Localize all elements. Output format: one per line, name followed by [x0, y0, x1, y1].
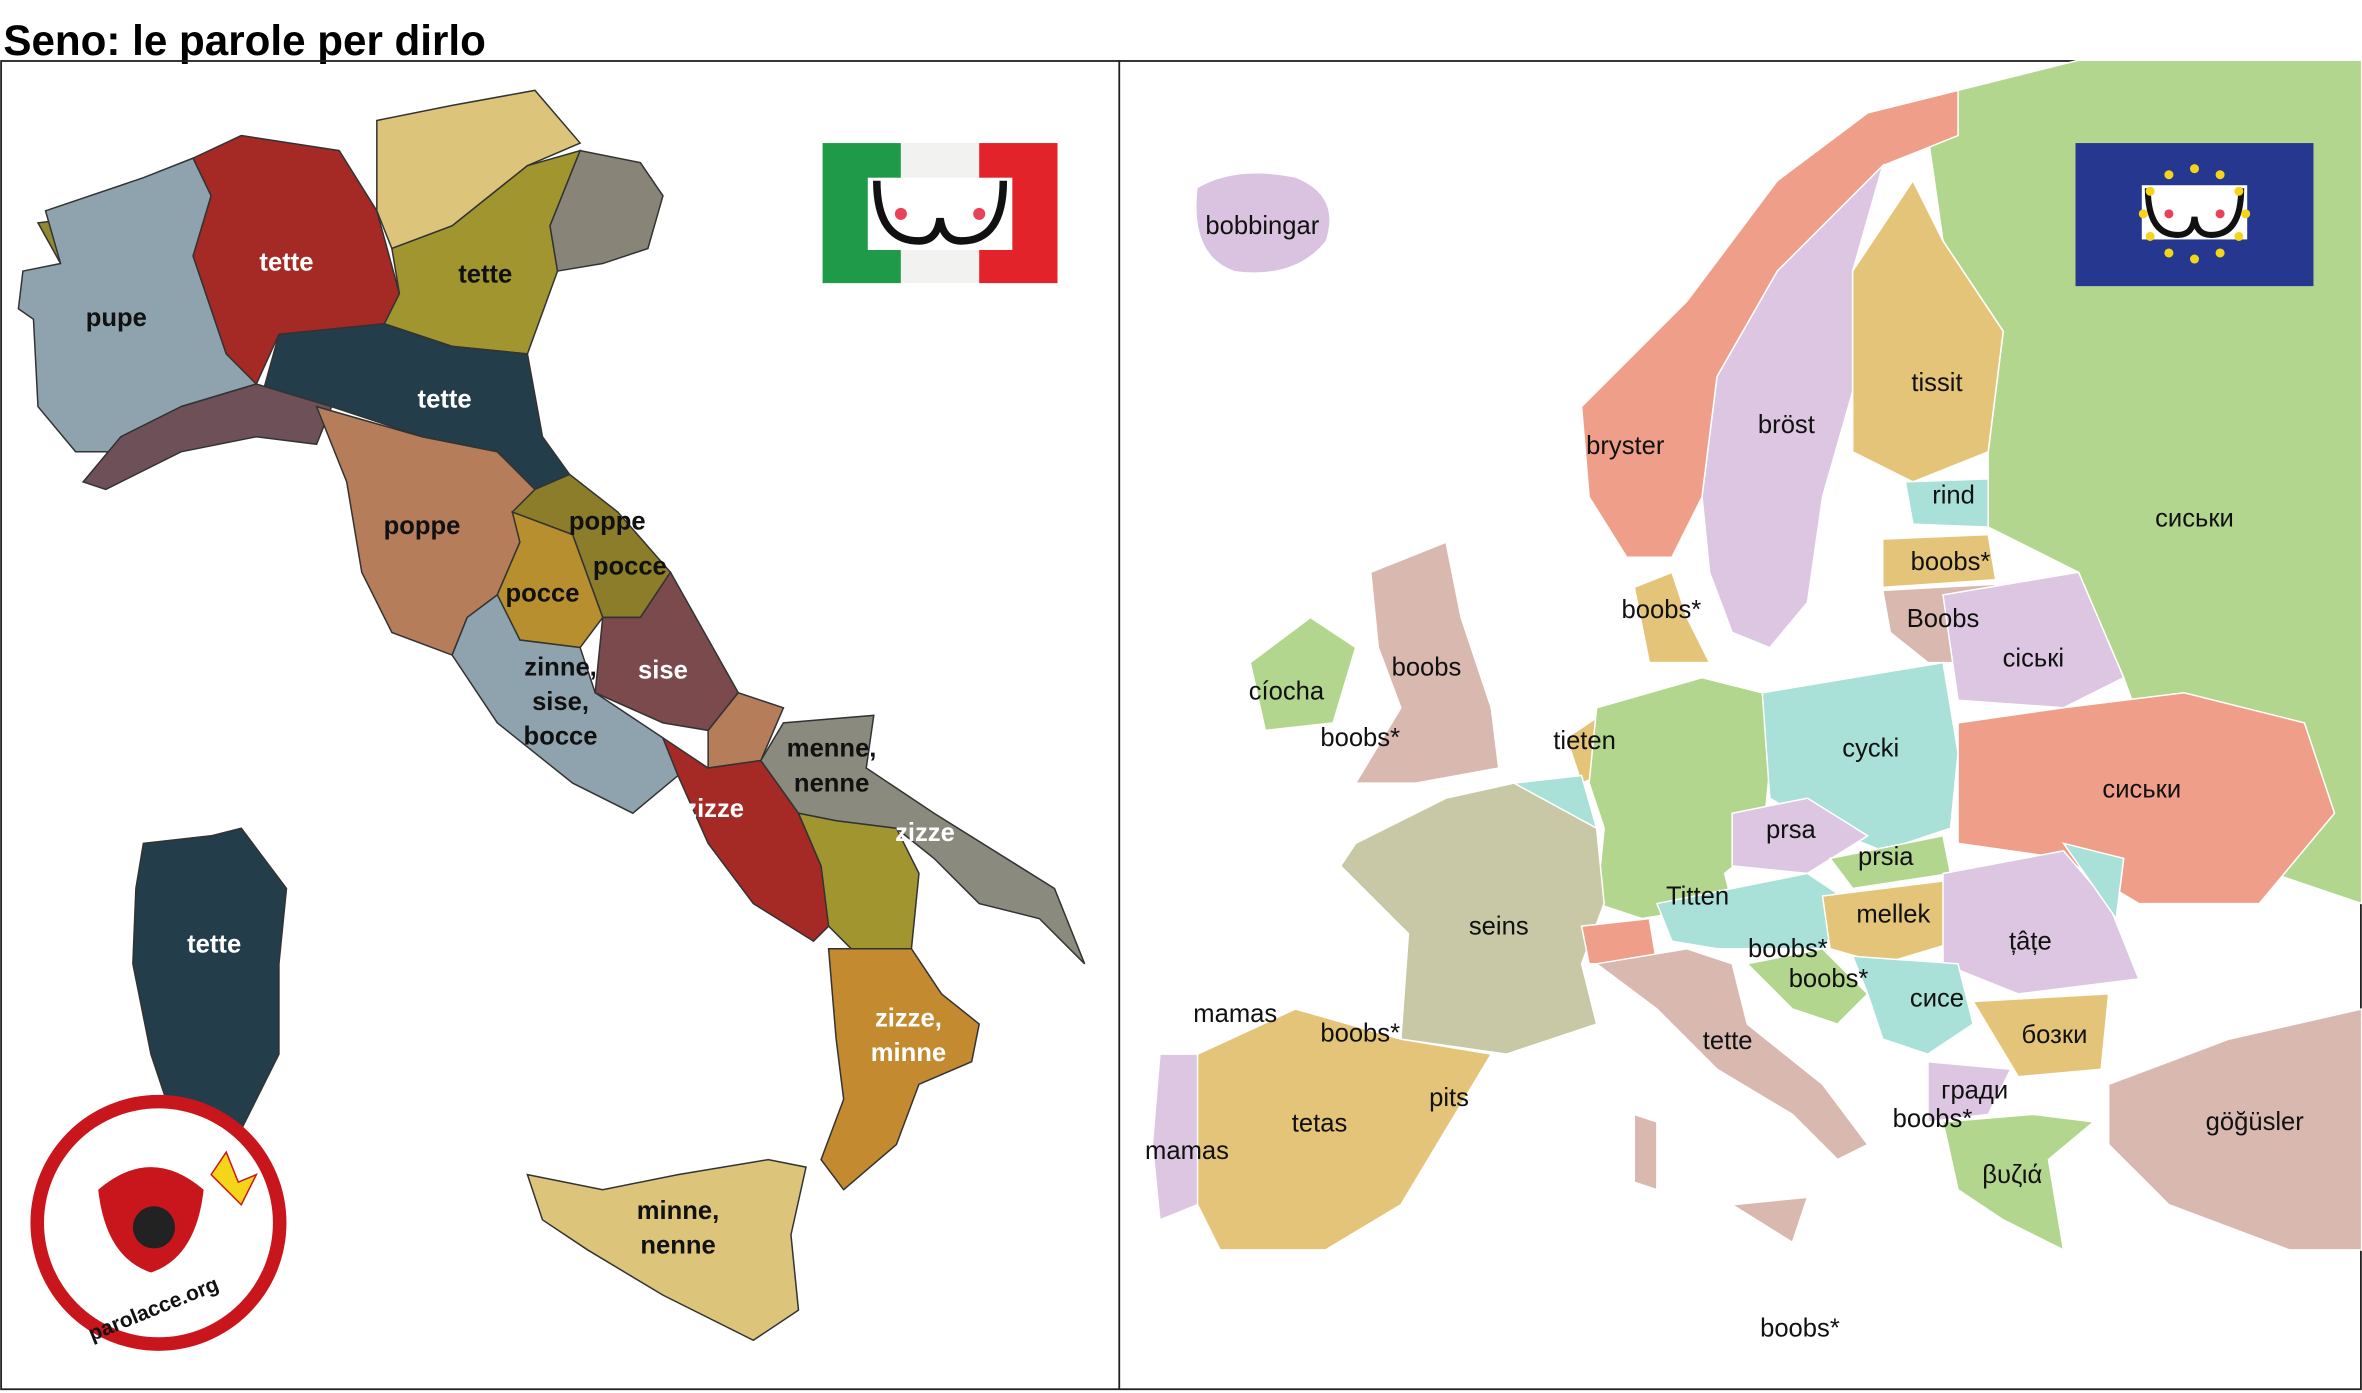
region-label: tette	[418, 385, 472, 413]
country-label: сиськи	[2102, 775, 2181, 803]
eu-star	[2215, 248, 2225, 258]
region-label: pupe	[86, 304, 147, 332]
eu-star	[2164, 248, 2174, 258]
country-label: mellek	[1856, 900, 1930, 928]
eu-star	[2145, 231, 2155, 241]
country-label: boobs*	[1622, 596, 1702, 624]
eu-star	[2215, 170, 2225, 180]
country-label: prsa	[1766, 816, 1817, 844]
region-label: poppe	[569, 507, 646, 535]
country-label: Titten	[1666, 882, 1729, 910]
country-label: Boobs	[1907, 605, 1980, 633]
country-label: boobs*	[1320, 724, 1400, 752]
logo: parolacce.org	[30, 1094, 287, 1351]
region-label: sise,	[532, 688, 589, 716]
country-label: boobs*	[1789, 965, 1869, 993]
country-label: pits	[1429, 1084, 1469, 1112]
country-label: tissit	[1911, 369, 1962, 397]
country-label: cycki	[1842, 735, 1899, 763]
country-label: tette	[1703, 1027, 1753, 1055]
italy-map	[17, 89, 1086, 1342]
country-label: boobs*	[1760, 1315, 1840, 1343]
country-label: tieten	[1553, 727, 1616, 755]
eu-star	[2189, 164, 2200, 174]
region-label: zinne,	[524, 653, 597, 681]
eu-star	[2145, 186, 2155, 196]
region-label: zizze	[895, 819, 955, 847]
country-label: mamas	[1193, 1000, 1277, 1028]
region-label: tette	[259, 248, 313, 276]
region-label: minne,	[637, 1197, 719, 1225]
country-label: сиськи	[2155, 504, 2234, 532]
region-label: bocce	[524, 723, 598, 751]
europe-map	[1151, 59, 2362, 1252]
italy-labels: tette tette pupe tette poppe poppe pocce pocce s…	[86, 248, 955, 1259]
eu-star	[2234, 231, 2244, 241]
country-label: boobs	[1392, 653, 1462, 681]
region-label: pocce	[505, 580, 579, 608]
country-label: boobs*	[1911, 548, 1991, 576]
title: Seno: le parole per dirlo	[3, 17, 486, 64]
region-label: minne	[871, 1039, 946, 1067]
country-label: boobs*	[1893, 1105, 1973, 1133]
country-label: βυζιά	[1982, 1161, 2042, 1189]
country-label: bröst	[1758, 411, 1815, 439]
eu-star	[2241, 209, 2251, 219]
country-label: seins	[1469, 912, 1529, 940]
country-label: țâțe	[2009, 927, 2052, 955]
region-label: nenne	[640, 1232, 715, 1260]
region-label: menne,	[787, 735, 877, 763]
country-label: rind	[1932, 482, 1975, 510]
country-label: гради	[1941, 1077, 2008, 1105]
country-label: prsia	[1858, 843, 1914, 871]
region-label: zizze,	[875, 1004, 942, 1032]
country-label: cíocha	[1249, 678, 1325, 706]
country-label: бозки	[2022, 1021, 2088, 1049]
eu-star	[2234, 186, 2244, 196]
eu-star	[2189, 254, 2200, 264]
country-label: сіські	[2003, 644, 2065, 672]
country-label: boobs*	[1748, 935, 1828, 963]
region-label: nenne	[794, 769, 869, 797]
country-label: сисе	[1910, 985, 1964, 1013]
country-label: boobs*	[1320, 1019, 1400, 1047]
region-label: zizze	[684, 795, 744, 823]
country-label: bryster	[1586, 432, 1665, 460]
country-label: göğüsler	[2206, 1108, 2305, 1136]
region-label: tette	[187, 930, 241, 958]
country-label: tetas	[1292, 1110, 1348, 1138]
country-label: bobbingar	[1205, 212, 1319, 240]
italy-flag	[822, 143, 1058, 284]
region-label: tette	[458, 260, 512, 288]
europe-labels: bobbingar bryster bröst tissit rind сиськи boo…	[1145, 212, 2304, 1342]
region-label: pocce	[593, 553, 667, 581]
eu-star	[2138, 209, 2148, 219]
country-label: mamas	[1145, 1137, 1229, 1165]
region-label: poppe	[384, 512, 461, 540]
region-label: sise	[638, 656, 688, 684]
eu-flag	[2075, 143, 2314, 287]
eu-star	[2164, 170, 2174, 180]
